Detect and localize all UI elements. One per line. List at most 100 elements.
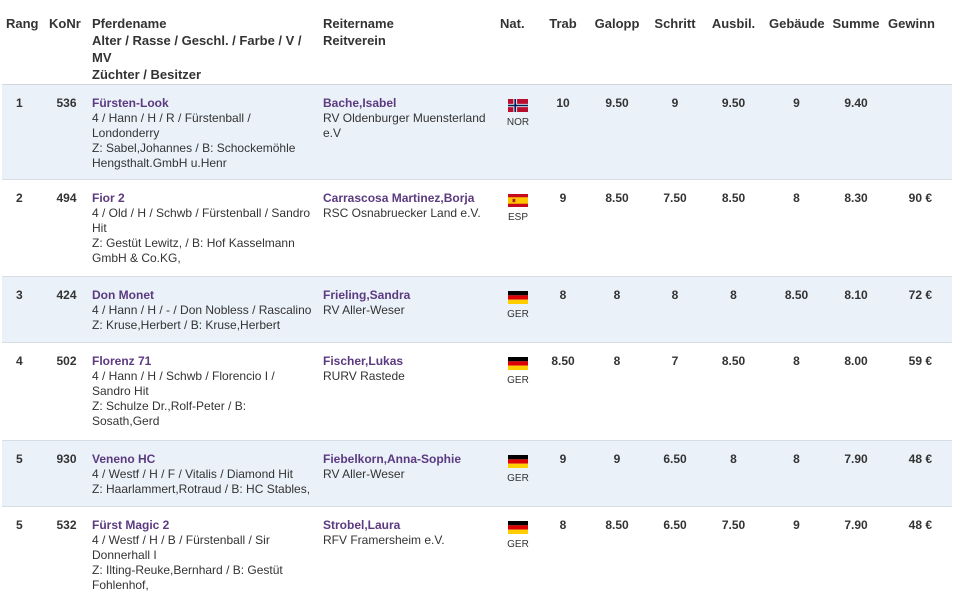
header-konr[interactable]: KoNr — [49, 16, 81, 31]
horse-detail: 4 / Hann / H / Schwb / Florencio I / — [92, 368, 275, 383]
score-galopp: 8 — [586, 341, 648, 440]
horse-detail: Z: Sabel,Johannes / B: Schockemöhle — [92, 140, 296, 155]
score-gebaeude: 9 — [765, 83, 828, 179]
header-gebaeude[interactable]: Gebäude — [769, 16, 825, 31]
rank-cell: 5 — [2, 439, 45, 506]
nation-cell: NOR — [496, 83, 540, 179]
header-reitername-label: Reitername — [323, 16, 394, 31]
score-ausbil: 8 — [702, 439, 765, 506]
horse-detail: Z: Haarlammert,Rotraud / B: HC Stables, — [92, 481, 311, 496]
prize-cell — [884, 83, 952, 179]
rider-name-link[interactable]: Strobel,Laura — [323, 517, 401, 532]
prize-cell: 48 € — [884, 505, 952, 596]
rider-name-link[interactable]: Fischer,Lukas — [323, 353, 404, 368]
rider-name-link[interactable]: Frieling,Sandra — [323, 287, 411, 302]
horse-detail: Z: Kruse,Herbert / B: Kruse,Herbert — [92, 317, 281, 332]
konr-cell: 536 — [45, 83, 88, 179]
table-row: 1 536 Fürsten-Look 4 / Hann / H / R / Fü… — [2, 83, 952, 179]
club-name: e.V — [323, 125, 342, 140]
horse-detail: Z: Schulze Dr.,Rolf-Peter / B: — [92, 398, 247, 413]
prize-cell: 90 € — [884, 178, 952, 276]
horse-name-link[interactable]: Fior 2 — [92, 190, 125, 205]
club-name: RURV Rastede — [323, 368, 405, 383]
esp-flag-icon — [508, 193, 528, 207]
horse-cell: Fior 2 4 / Old / H / Schwb / Fürstenball… — [88, 178, 319, 276]
rank-cell: 5 — [2, 505, 45, 596]
score-summe: 8.30 — [828, 178, 884, 276]
prize-cell: 72 € — [884, 275, 952, 342]
header-summe[interactable]: Summe — [832, 16, 880, 31]
horse-name-link[interactable]: Veneno HC — [92, 451, 156, 466]
horse-name-link[interactable]: Fürsten-Look — [92, 95, 169, 110]
konr-cell: 494 — [45, 178, 88, 276]
score-ausbil: 8.50 — [702, 178, 765, 276]
score-gebaeude: 8 — [765, 341, 828, 440]
header-reitverein-label: Reitverein — [323, 33, 386, 48]
rider-name-link[interactable]: Carrascosa Martinez,Borja — [323, 190, 475, 205]
score-trab: 9 — [540, 178, 586, 276]
header-reitername[interactable]: Reitername Reitverein — [319, 0, 496, 84]
rank-cell: 2 — [2, 178, 45, 276]
nation-cell: GER — [496, 439, 540, 506]
horse-detail: GmbH & Co.KG, — [92, 250, 181, 265]
horse-detail: 4 / Hann / H / - / Don Nobless / Rascali… — [92, 302, 312, 317]
prize-cell: 48 € — [884, 439, 952, 506]
table-row: 4 502 Florenz 71 4 / Hann / H / Schwb / … — [2, 341, 952, 440]
rider-cell: Bache,Isabel RV Oldenburger Muensterland… — [319, 83, 496, 179]
horse-detail: Sandro Hit — [92, 383, 149, 398]
nor-flag-icon — [508, 98, 528, 112]
horse-cell: Fürst Magic 2 4 / Westf / H / B / Fürste… — [88, 505, 319, 596]
horse-cell: Florenz 71 4 / Hann / H / Schwb / Floren… — [88, 341, 319, 440]
horse-detail: 4 / Westf / H / F / Vitalis / Diamond Hi… — [92, 466, 293, 481]
header-nat[interactable]: Nat. — [500, 16, 525, 31]
horse-name-link[interactable]: Don Monet — [92, 287, 154, 302]
horse-detail: Z: Gestüt Lewitz, / B: Hof Kasselmann — [92, 235, 295, 250]
score-ausbil: 8.50 — [702, 341, 765, 440]
nation-code: NOR — [506, 116, 530, 128]
horse-name-link[interactable]: Fürst Magic 2 — [92, 517, 170, 532]
header-gewinn[interactable]: Gewinn — [888, 16, 935, 31]
club-name: RV Oldenburger Muensterland — [323, 110, 486, 125]
header-rang[interactable]: Rang — [6, 16, 39, 31]
club-name: RSC Osnabruecker Land e.V. — [323, 205, 481, 220]
horse-detail: Londonderry — [92, 125, 160, 140]
horse-name-link[interactable]: Florenz 71 — [92, 353, 152, 368]
score-schritt: 7.50 — [648, 178, 702, 276]
header-galopp[interactable]: Galopp — [594, 16, 640, 31]
header-trab[interactable]: Trab — [549, 16, 577, 31]
header-pferd-sub2: MV — [92, 50, 112, 65]
rider-cell: Frieling,Sandra RV Aller-Weser — [319, 275, 496, 342]
club-name: RFV Framersheim e.V. — [323, 532, 445, 547]
rider-name-link[interactable]: Fiebelkorn,Anna-Sophie — [323, 451, 462, 466]
score-schritt: 9 — [648, 83, 702, 179]
horse-cell: Fürsten-Look 4 / Hann / H / R / Fürstenb… — [88, 83, 319, 179]
header-pferd-sub3: Züchter / Besitzer — [92, 67, 202, 82]
horse-detail: Hengsthalt.GmbH u.Henr — [92, 155, 227, 170]
score-gebaeude: 8.50 — [765, 275, 828, 342]
header-pferd-sub1: Alter / Rasse / Geschl. / Farbe / V / — [92, 33, 302, 48]
results-table: Rang KoNr Pferdename Alter / Rasse / Ges… — [2, 0, 952, 596]
club-name: RV Aller-Weser — [323, 466, 405, 481]
rank-cell: 3 — [2, 275, 45, 342]
header-pferdename-label: Pferdename — [92, 16, 167, 31]
rider-cell: Strobel,Laura RFV Framersheim e.V. — [319, 505, 496, 596]
nation-code: GER — [507, 374, 529, 386]
header-pferdename[interactable]: Pferdename Alter / Rasse / Geschl. / Far… — [88, 0, 319, 84]
horse-cell: Don Monet 4 / Hann / H / - / Don Nobless… — [88, 275, 319, 342]
nation-code: GER — [507, 472, 529, 484]
score-trab: 10 — [540, 83, 586, 179]
prize-cell: 59 € — [884, 341, 952, 440]
header-row: Rang KoNr Pferdename Alter / Rasse / Ges… — [2, 0, 952, 84]
header-schritt[interactable]: Schritt — [654, 16, 696, 31]
table-row: 3 424 Don Monet 4 / Hann / H / - / Don N… — [2, 275, 952, 342]
rider-name-link[interactable]: Bache,Isabel — [323, 95, 397, 110]
nation-cell: GER — [496, 275, 540, 342]
rider-cell: Fiebelkorn,Anna-Sophie RV Aller-Weser — [319, 439, 496, 506]
score-schritt: 6.50 — [648, 439, 702, 506]
club-name: RV Aller-Weser — [323, 302, 405, 317]
score-trab: 9 — [540, 439, 586, 506]
horse-detail: 4 / Old / H / Schwb / Fürstenball / Sand… — [92, 205, 311, 220]
konr-cell: 532 — [45, 505, 88, 596]
score-galopp: 9.50 — [586, 83, 648, 179]
header-ausbil[interactable]: Ausbil. — [711, 16, 756, 31]
